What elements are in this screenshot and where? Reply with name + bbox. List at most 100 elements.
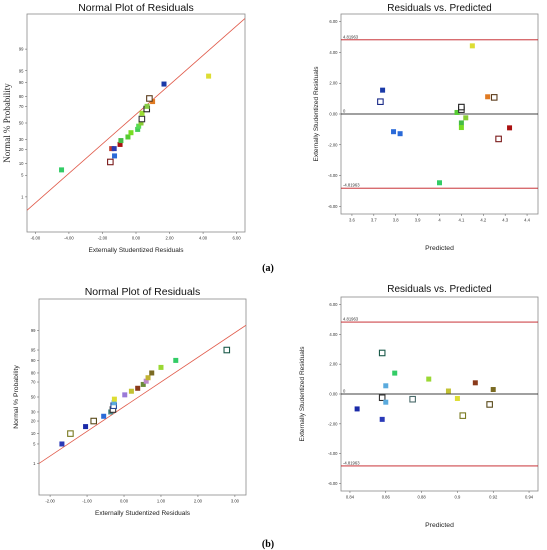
b-rvp-x-tick-label: 0.84 xyxy=(346,495,355,500)
b-normal-plot-area xyxy=(39,324,246,464)
a-rvp-data-point xyxy=(507,125,513,131)
b-normal-data-point xyxy=(111,396,117,402)
b-rvp-y-tick-label: -2.00 xyxy=(328,421,338,426)
a-rvp-x-tick-label: 4.2 xyxy=(480,218,486,223)
b-normal-y-tick-label: 1 xyxy=(33,461,36,466)
b-rvp-x-tick-label: 0.9 xyxy=(454,495,460,500)
b-rvp-y-tick-label: -6.00 xyxy=(328,481,338,486)
a-rvp-x-tick-label: 4.4 xyxy=(524,218,530,223)
a-normal-y-tick-label: 5 xyxy=(21,173,24,178)
b-rvp-x-axis-label: Predicted xyxy=(425,522,454,529)
b-normal-plot-frame xyxy=(38,298,247,496)
b-rvp-limit-label: -4.81963 xyxy=(343,460,360,465)
b-rvp-x-tick-label: 0.94 xyxy=(525,495,534,500)
a-normal-data-point xyxy=(111,146,117,152)
a-normal-reference-line xyxy=(27,18,245,211)
a-rvp-data-point xyxy=(458,120,464,126)
b-normal-data-point xyxy=(149,370,155,376)
a-rvp-data-point xyxy=(454,109,460,115)
a-rvp-x-tick-label: 3.6 xyxy=(349,218,355,223)
b-rvp-y-tick-label: 2.00 xyxy=(329,362,338,367)
b-normal-x-tick-label: 0.00 xyxy=(120,499,129,504)
a-normal-x-tick-label: 4.00 xyxy=(199,236,208,241)
a-normal-data-point xyxy=(146,95,153,102)
b-rvp-y-tick-label: 4.00 xyxy=(329,332,338,337)
a-rvp-data-point xyxy=(437,180,442,186)
a-normal-x-tick-label: -4.00 xyxy=(64,236,74,241)
a-normal-y-tick-label: 20 xyxy=(19,147,24,152)
b-rvp-data-point xyxy=(383,399,389,405)
panel-b: Normal Plot of Residuals -2.00 -1.00 0.00 1.… xyxy=(13,284,539,529)
a-rvp-data-point xyxy=(391,129,397,135)
a-normal-y-tick-label: 50 xyxy=(19,121,24,126)
a-normal-x-tick-label: 6.00 xyxy=(233,236,242,241)
a-normal-x-tick-label: 0.00 xyxy=(132,236,141,241)
a-rvp-y-tick-label: -2.00 xyxy=(328,142,338,147)
b-normal-data-point xyxy=(101,413,107,419)
b-rvp-y-tick-label: 0.00 xyxy=(329,392,338,397)
a-normal-x-axis-label: Externally Studentized Residuals xyxy=(88,247,184,254)
b-rvp-x-tick-label: 0.92 xyxy=(489,495,498,500)
b-normal-x-tick-label: 1.00 xyxy=(157,499,166,504)
a-normal-data-point xyxy=(138,115,146,123)
b-rvp-y-tick-label: -4.00 xyxy=(328,451,338,456)
a-rvp-data-point xyxy=(469,43,475,49)
b-rvp-data-point xyxy=(409,395,416,403)
b-rvp-x-tick-label: 0.86 xyxy=(382,495,391,500)
b-normal-x-tick-label: 3.00 xyxy=(231,499,240,504)
panel-label-b: (b) xyxy=(262,539,274,550)
b-rvp-data-point xyxy=(445,388,451,394)
b-normal-y-tick-label: 5 xyxy=(33,441,36,446)
a-normal-data-point xyxy=(117,141,123,147)
b-normal-title: Normal Plot of Residuals xyxy=(85,286,201,298)
a-normal-data-point xyxy=(139,110,145,116)
a-normal-plot-frame xyxy=(26,13,246,233)
a-normal-data-point xyxy=(118,138,124,144)
a-normal-y-tick-label: 90 xyxy=(19,80,24,85)
b-normal-y-tick-label: 80 xyxy=(31,370,36,375)
b-normal-data-point xyxy=(173,357,179,363)
a-rvp-title: Residuals vs. Predicted xyxy=(387,3,492,14)
b-normal-y-tick-label: 99 xyxy=(31,328,36,333)
b-rvp-data-point xyxy=(472,380,478,386)
a-rvp-x-axis-label: Predicted xyxy=(425,245,454,252)
a-rvp-y-tick-label: 2.00 xyxy=(329,81,338,86)
a-normal-data-point xyxy=(128,130,134,136)
a-normal-data-point xyxy=(112,153,118,159)
b-normal-data-point xyxy=(158,364,164,370)
b-normal-data-point xyxy=(122,392,128,398)
a-normal-data-point xyxy=(107,158,114,166)
a-normal-data-point xyxy=(144,103,150,109)
a-normal-y-tick-label: 95 xyxy=(19,68,24,73)
a-rvp-data-point xyxy=(458,125,464,131)
a-normal-x-tick-label: -6.00 xyxy=(31,236,41,241)
b-rvp-y-tick-label: 6.00 xyxy=(329,302,338,307)
b-normal-y-tick-label: 95 xyxy=(31,348,36,353)
panel-label-a: (a) xyxy=(262,263,274,274)
a-rvp-data-point xyxy=(463,115,469,121)
a-rvp-limit-label: 4.81963 xyxy=(343,34,359,39)
b-normal-data-point xyxy=(83,424,89,430)
a-rvp-zero-label: 0 xyxy=(343,109,346,114)
a-normal-data-point xyxy=(135,126,141,132)
b-normal-reference-line xyxy=(39,324,246,464)
b-rvp-zero-label: 0 xyxy=(343,389,346,394)
b-rvp-data-point xyxy=(454,395,460,401)
a-rvp-y-axis-label: Externally Studentized Residuals xyxy=(313,66,320,162)
a-normal-x-tick-label: -2.00 xyxy=(98,236,108,241)
a-normal-y-tick-label: 99 xyxy=(19,47,24,52)
panel-a: Normal Plot of Residuals -6.00 -4.00 -2.00 0… xyxy=(2,2,539,254)
b-rvp-data-point xyxy=(379,416,385,422)
a-rvp-data-point xyxy=(377,98,384,105)
a-rvp-data-point xyxy=(485,94,491,100)
a-normal-y-tick-label: 70 xyxy=(19,104,24,109)
b-normal-data-point xyxy=(140,381,146,387)
a-rvp-y-tick-label: -6.00 xyxy=(328,204,338,209)
a-rvp-y-tick-label: 0.00 xyxy=(329,112,338,117)
b-rvp-data-point xyxy=(378,394,386,402)
a-rvp-y-tick-label: 4.00 xyxy=(329,50,338,55)
b-rvp-data-point xyxy=(392,370,398,376)
b-rvp-y-axis-label: Externally Studentized Residuals xyxy=(299,346,306,442)
a-rvp-x-tick-label: 4 xyxy=(438,218,441,223)
